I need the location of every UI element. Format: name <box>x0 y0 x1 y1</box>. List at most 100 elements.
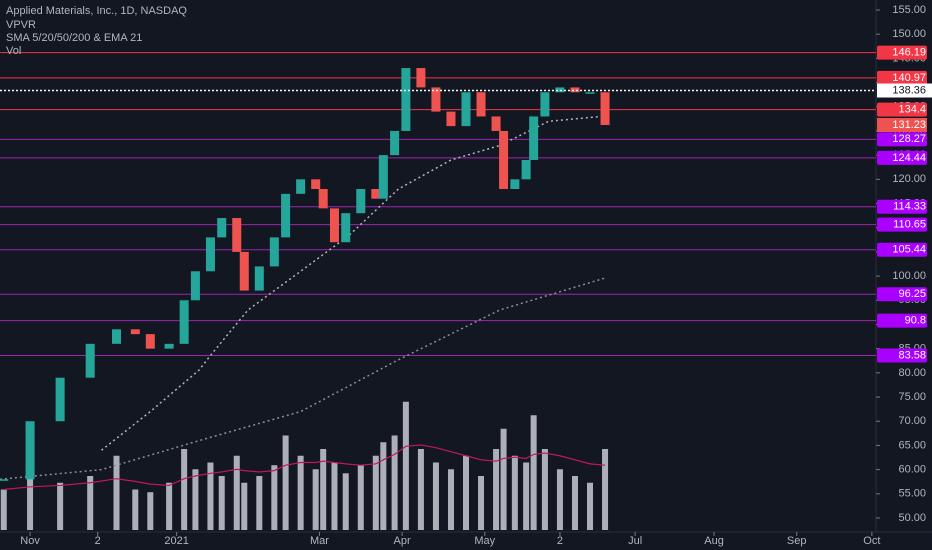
sma-line <box>0 277 606 481</box>
candle <box>318 189 328 209</box>
y-tick-label: 150.00 <box>892 28 926 40</box>
volume-bar <box>432 462 439 530</box>
y-tick-label: 75.00 <box>898 391 926 403</box>
volume-bar <box>320 449 327 530</box>
candle <box>111 329 122 344</box>
x-tick-label: 2 <box>95 535 101 547</box>
volume-bar <box>331 462 338 530</box>
candle <box>296 179 306 194</box>
level-label-bg <box>877 150 927 165</box>
x-tick-label: Apr <box>394 535 411 547</box>
level-label-bg <box>877 217 927 232</box>
volume-bar <box>256 476 263 530</box>
level-label: 146.19 <box>892 47 926 59</box>
volume-bar <box>207 462 214 530</box>
volume-bar <box>147 492 154 530</box>
x-tick-label: Nov <box>20 535 40 547</box>
candle <box>476 92 486 117</box>
candle <box>390 130 400 156</box>
x-tick-label: 2021 <box>164 535 188 547</box>
y-tick-label: 100.00 <box>892 270 926 282</box>
volume-bar <box>282 435 289 530</box>
candle <box>179 300 189 344</box>
candle <box>555 87 565 93</box>
y-tick-label: 65.00 <box>898 439 926 451</box>
candle <box>570 87 580 93</box>
candle <box>540 92 550 117</box>
level-label: 134.4 <box>898 104 926 116</box>
volume-bar <box>523 462 530 530</box>
x-tick-label: Jul <box>628 535 642 547</box>
volume-bar <box>556 469 563 530</box>
y-tick-label: 50.00 <box>898 512 926 524</box>
level-label-bg <box>877 199 927 214</box>
candle <box>145 334 155 349</box>
volume-bar <box>0 489 7 530</box>
volume-bar <box>391 435 398 530</box>
volume-bar <box>500 428 507 530</box>
volume-bar <box>372 455 379 530</box>
volume-bar <box>447 469 454 530</box>
volume-bar <box>541 449 548 530</box>
volume-bar <box>342 473 349 530</box>
volume-bar <box>113 455 120 530</box>
volume-bar <box>27 469 34 530</box>
candle <box>25 421 35 480</box>
candle <box>446 111 456 127</box>
level-label: 90.8 <box>905 315 926 327</box>
candle <box>239 251 249 291</box>
volume-bar <box>602 449 609 530</box>
level-label-bg <box>877 348 927 363</box>
x-tick-label: May <box>474 535 495 547</box>
level-label: 114.33 <box>893 201 926 213</box>
volume-ma <box>3 444 606 491</box>
volume-bar <box>462 455 470 530</box>
volume-bar <box>417 449 424 530</box>
y-tick-label: 80.00 <box>898 367 926 379</box>
candle <box>600 92 610 126</box>
candle <box>190 271 200 301</box>
candle <box>329 208 339 243</box>
x-tick-label: Aug <box>704 535 724 547</box>
y-tick-label: 120.00 <box>892 173 926 185</box>
candle <box>378 155 388 199</box>
x-tick-label: Sep <box>787 535 807 547</box>
level-label-bg <box>877 132 927 147</box>
volume-bar <box>181 449 188 530</box>
candle <box>0 479 9 481</box>
current-price-label: 138.36 <box>892 84 926 96</box>
volume-bar <box>312 469 319 530</box>
x-tick-label: Mar <box>310 535 329 547</box>
candle <box>85 343 95 378</box>
volume-bar <box>511 455 518 530</box>
candle <box>371 189 381 199</box>
candle <box>281 193 291 238</box>
volume-bar <box>380 442 387 530</box>
candle <box>341 213 351 243</box>
volume-bar <box>493 449 500 530</box>
candle <box>356 189 366 214</box>
chart-title: Applied Materials, Inc., 1D, NASDAQ <box>6 5 187 17</box>
candle <box>269 237 279 267</box>
level-label: 83.58 <box>898 349 926 361</box>
indicator-label: SMA 5/20/50/200 & EMA 21 <box>6 32 142 44</box>
volume-bar <box>132 489 139 530</box>
level-label: 105.44 <box>892 244 926 256</box>
y-tick-label: 70.00 <box>898 415 926 427</box>
candle <box>416 68 426 88</box>
level-label: 96.25 <box>898 288 926 300</box>
level-label-bg <box>877 313 927 328</box>
level-label: 128.27 <box>892 133 926 145</box>
level-label-bg <box>877 102 927 117</box>
level-label-bg <box>877 45 927 60</box>
volume-bar <box>218 476 225 530</box>
candle <box>232 218 242 252</box>
level-label: 140.97 <box>892 72 926 84</box>
candle <box>521 159 531 180</box>
volume-bar <box>297 455 304 530</box>
y-tick-label: 55.00 <box>898 488 926 500</box>
sma-line <box>101 115 602 451</box>
level-label-bg <box>877 287 927 302</box>
candle <box>205 237 215 272</box>
